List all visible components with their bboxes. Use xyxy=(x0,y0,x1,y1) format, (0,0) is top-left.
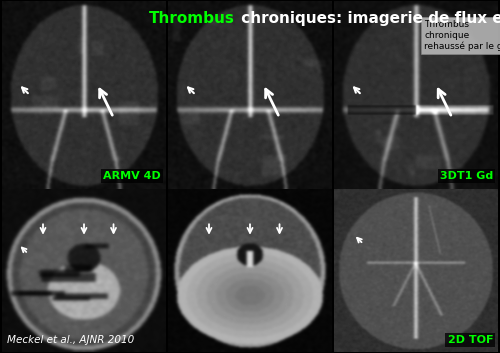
Text: Thrombus
chronique
rehaussé par le gd: Thrombus chronique rehaussé par le gd xyxy=(424,20,500,50)
Text: chroniques: imagerie de flux et ARM 4D: chroniques: imagerie de flux et ARM 4D xyxy=(236,11,500,26)
Text: ARMV 4D: ARMV 4D xyxy=(104,171,161,181)
Text: 2D TOF: 2D TOF xyxy=(448,335,493,345)
Text: Meckel et al., AJNR 2010: Meckel et al., AJNR 2010 xyxy=(7,335,134,345)
Text: Thrombus: Thrombus xyxy=(149,11,235,26)
Text: 3DT1 Gd: 3DT1 Gd xyxy=(440,171,493,181)
